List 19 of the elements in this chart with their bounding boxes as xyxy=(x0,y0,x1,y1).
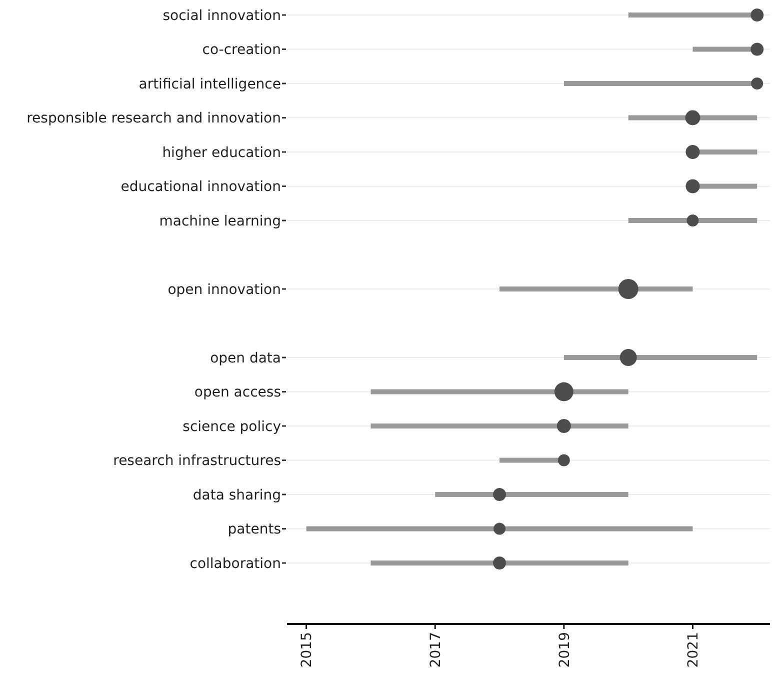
y-tick-label: educational innovation xyxy=(120,179,281,196)
y-tick-label: machine learning xyxy=(159,213,281,230)
y-tick-label: co-creation xyxy=(202,42,281,58)
y-tick-label: research infrastructures xyxy=(113,453,281,470)
y-tick-label: higher education xyxy=(162,144,281,161)
x-tick-label: 2017 xyxy=(428,632,444,668)
y-tick-label: patents xyxy=(228,522,281,538)
y-tick-label: collaboration xyxy=(190,556,281,572)
y-tick-label: open innovation xyxy=(168,282,281,298)
x-tick-label: 2021 xyxy=(686,632,702,668)
x-tick-label: 2019 xyxy=(556,632,573,668)
x-tick-label: 2015 xyxy=(299,632,316,668)
y-tick-label: artificial intelligence xyxy=(138,76,281,92)
y-tick-label: science policy xyxy=(182,418,281,435)
y-tick-label: social innovation xyxy=(162,8,281,24)
y-tick-label: open data xyxy=(210,350,281,366)
y-tick-label: responsible research and innovation xyxy=(26,110,281,127)
y-tick-label: open access xyxy=(194,384,281,401)
y-tick-label: data sharing xyxy=(192,487,281,504)
